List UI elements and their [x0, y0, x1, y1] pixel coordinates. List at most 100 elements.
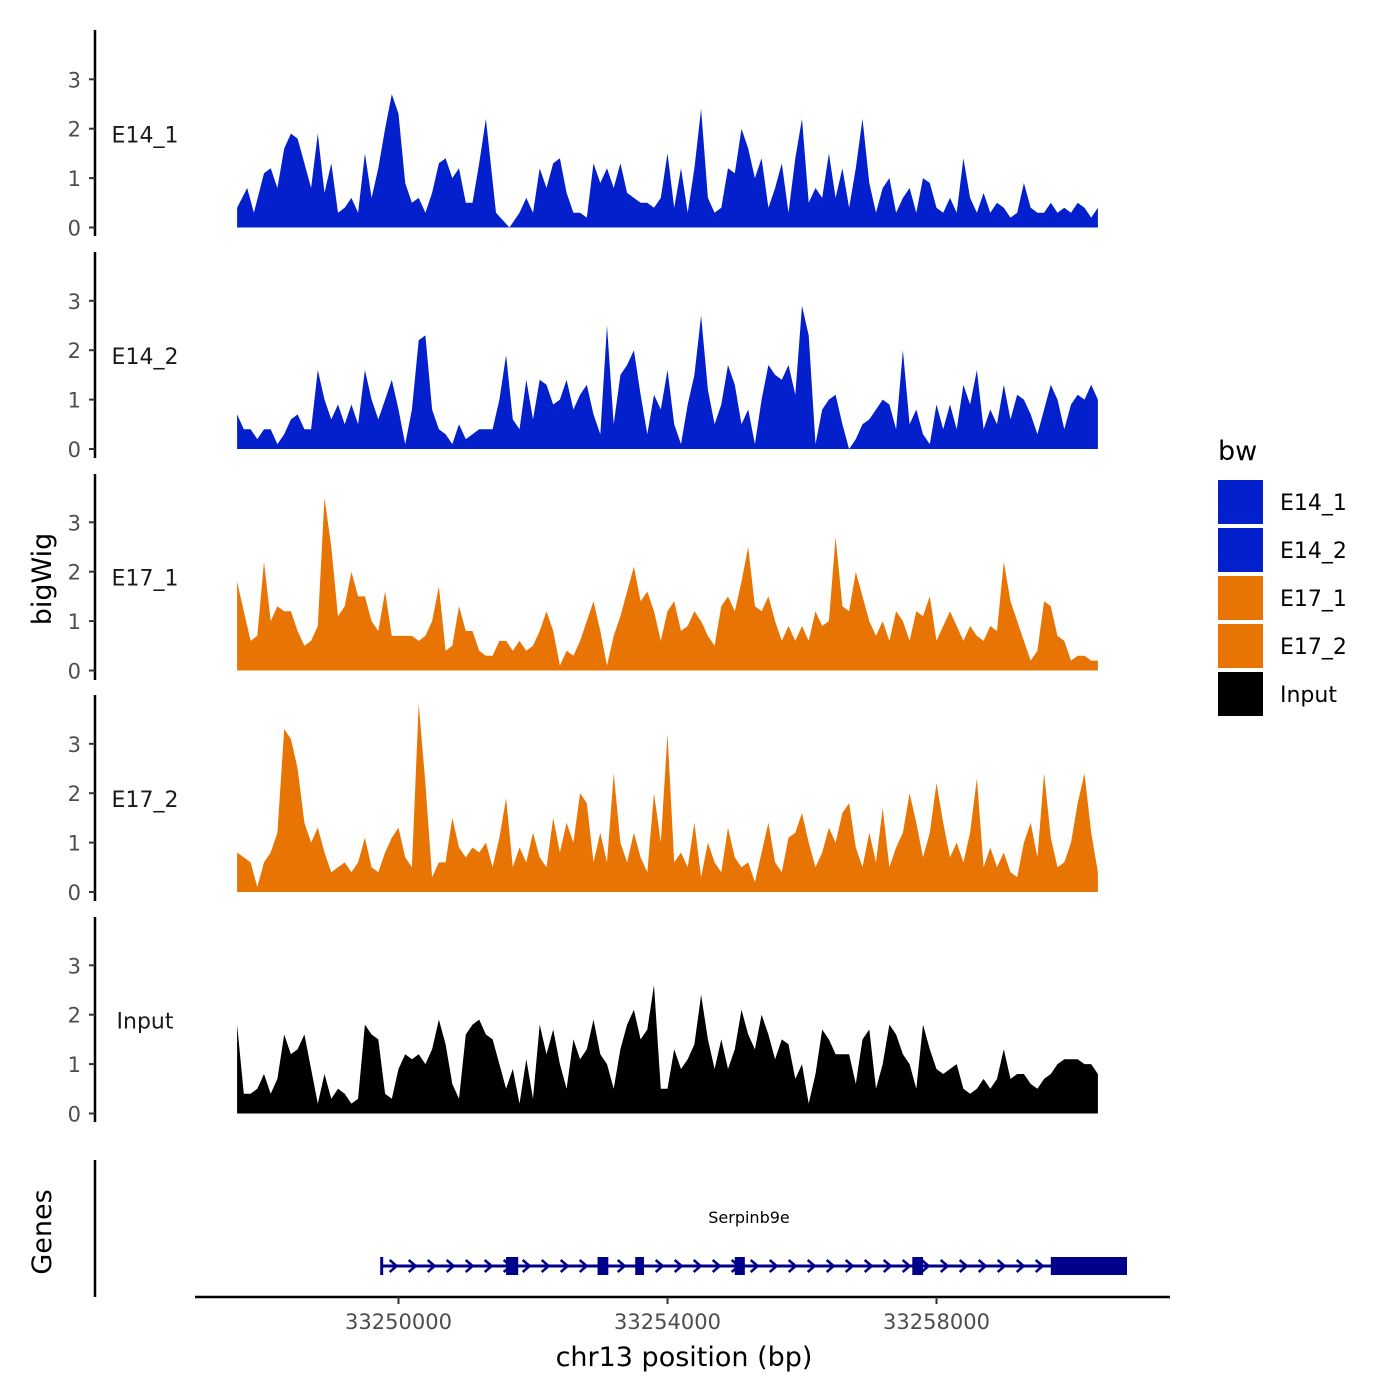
- strand-arrow: [616, 1259, 627, 1273]
- strand-arrow: [749, 1259, 760, 1273]
- strand-arrow: [445, 1259, 456, 1273]
- legend-item: Input: [1218, 672, 1337, 716]
- y-tick-label: 3: [68, 511, 81, 535]
- coverage-area: [237, 704, 1098, 892]
- y-tick-label: 2: [68, 782, 81, 806]
- strand-arrow: [559, 1259, 570, 1273]
- y-tick-label: 2: [68, 118, 81, 142]
- genes-axis-title: Genes: [27, 1189, 58, 1274]
- strand-arrow: [768, 1259, 779, 1273]
- y-tick-label: 1: [68, 389, 81, 413]
- strand-arrow: [1034, 1259, 1045, 1273]
- strand-arrow: [882, 1259, 893, 1273]
- track-label: E17_1: [112, 567, 179, 592]
- x-axis-title: chr13 position (bp): [556, 1342, 813, 1373]
- strand-arrow: [483, 1259, 494, 1273]
- gene-exon: [635, 1257, 644, 1275]
- y-tick-label: 2: [68, 561, 81, 585]
- y-tick-label: 3: [68, 954, 81, 978]
- gene-exon: [597, 1257, 609, 1275]
- strand-arrow: [540, 1259, 551, 1273]
- y-tick-label: 3: [68, 290, 81, 314]
- strand-arrow: [825, 1259, 836, 1273]
- y-tick-label: 0: [68, 660, 81, 684]
- gene-exon: [912, 1257, 924, 1275]
- legend-items: E14_1 E14_2 E17_1 E17_2 Input: [1218, 480, 1347, 716]
- strand-arrow: [1015, 1259, 1026, 1273]
- gene-exon: [734, 1257, 745, 1275]
- coverage-area: [237, 985, 1098, 1114]
- coverage-area: [237, 497, 1098, 671]
- y-tick-label: 0: [68, 881, 81, 905]
- y-tick-label: 2: [68, 339, 81, 363]
- strand-arrow: [806, 1259, 817, 1273]
- track-e14-1: 0 1 2 3 E14_1: [68, 30, 1098, 241]
- x-tick-label: 33250000: [345, 1310, 452, 1334]
- x-tick-label: 33254000: [614, 1310, 721, 1334]
- legend-swatch: [1218, 576, 1263, 620]
- y-tick-label: 1: [68, 167, 81, 191]
- x-tick-label: 33258000: [883, 1310, 990, 1334]
- legend-item: E17_1: [1218, 576, 1347, 620]
- track-label: E17_2: [112, 788, 179, 813]
- genes-panel: Serpinb9e: [93, 1160, 1127, 1297]
- strand-arrow: [521, 1259, 532, 1273]
- track-e17-2: 0 1 2 3 E17_2: [68, 695, 1098, 905]
- strand-arrow: [426, 1259, 437, 1273]
- legend-item: E17_2: [1218, 624, 1347, 668]
- y-tick-label: 0: [68, 217, 81, 241]
- strand-arrow: [920, 1259, 931, 1273]
- legend-title: bw: [1218, 436, 1257, 467]
- bigwig-tracks: 0 1 2 3 E14_1 0 1 2 3 E14_2 0 1 2 3 E17_1 0 1 2 3 E17_2 0 1 2 3…: [68, 30, 1098, 1127]
- legend-item: E14_2: [1218, 528, 1347, 572]
- strand-arrow: [388, 1259, 399, 1273]
- y-axis-title: bigWig: [27, 533, 58, 626]
- legend-swatch: [1218, 480, 1263, 524]
- strand-arrow: [464, 1259, 475, 1273]
- legend-label: E17_2: [1280, 635, 1347, 660]
- gene-exon: [506, 1257, 519, 1275]
- strand-arrow: [407, 1259, 418, 1273]
- strand-arrow: [787, 1259, 798, 1273]
- legend-swatch: [1218, 672, 1263, 716]
- track-input: 0 1 2 3 Input: [68, 917, 1098, 1127]
- track-label: E14_2: [112, 345, 179, 370]
- y-tick-label: 0: [68, 438, 81, 462]
- track-label: E14_1: [112, 124, 179, 149]
- coverage-area: [237, 94, 1098, 228]
- gene-exon: [1050, 1257, 1127, 1275]
- gene-name-label: Serpinb9e: [708, 1208, 790, 1227]
- strand-arrow: [901, 1259, 912, 1273]
- y-tick-label: 1: [68, 832, 81, 856]
- strand-arrow: [654, 1259, 665, 1273]
- legend-item: E14_1: [1218, 480, 1347, 524]
- y-tick-label: 2: [68, 1004, 81, 1028]
- strand-arrow: [863, 1259, 874, 1273]
- strand-arrow: [844, 1259, 855, 1273]
- legend-swatch: [1218, 528, 1263, 572]
- track-e17-1: 0 1 2 3 E17_1: [68, 474, 1098, 684]
- y-tick-label: 3: [68, 68, 81, 92]
- y-tick-label: 3: [68, 733, 81, 757]
- x-axis: 33250000 33254000 33258000: [195, 1295, 1170, 1334]
- y-tick-label: 1: [68, 610, 81, 634]
- strand-arrow: [996, 1259, 1007, 1273]
- y-tick-label: 1: [68, 1053, 81, 1077]
- legend-label: Input: [1280, 683, 1337, 708]
- track-e14-2: 0 1 2 3 E14_2: [68, 252, 1098, 462]
- legend-swatch: [1218, 624, 1263, 668]
- strand-arrow: [939, 1259, 950, 1273]
- coverage-area: [237, 305, 1098, 449]
- strand-arrow: [958, 1259, 969, 1273]
- strand-arrow: [578, 1259, 589, 1273]
- strand-arrow: [711, 1259, 722, 1273]
- strand-arrow: [977, 1259, 988, 1273]
- strand-arrow: [673, 1259, 684, 1273]
- legend-label: E14_2: [1280, 539, 1347, 564]
- legend: bw E14_1 E14_2 E17_1 E17_2 Input: [1218, 436, 1347, 716]
- track-label: Input: [117, 1010, 174, 1035]
- legend-label: E14_1: [1280, 491, 1347, 516]
- legend-label: E17_1: [1280, 587, 1347, 612]
- y-tick-label: 0: [68, 1103, 81, 1127]
